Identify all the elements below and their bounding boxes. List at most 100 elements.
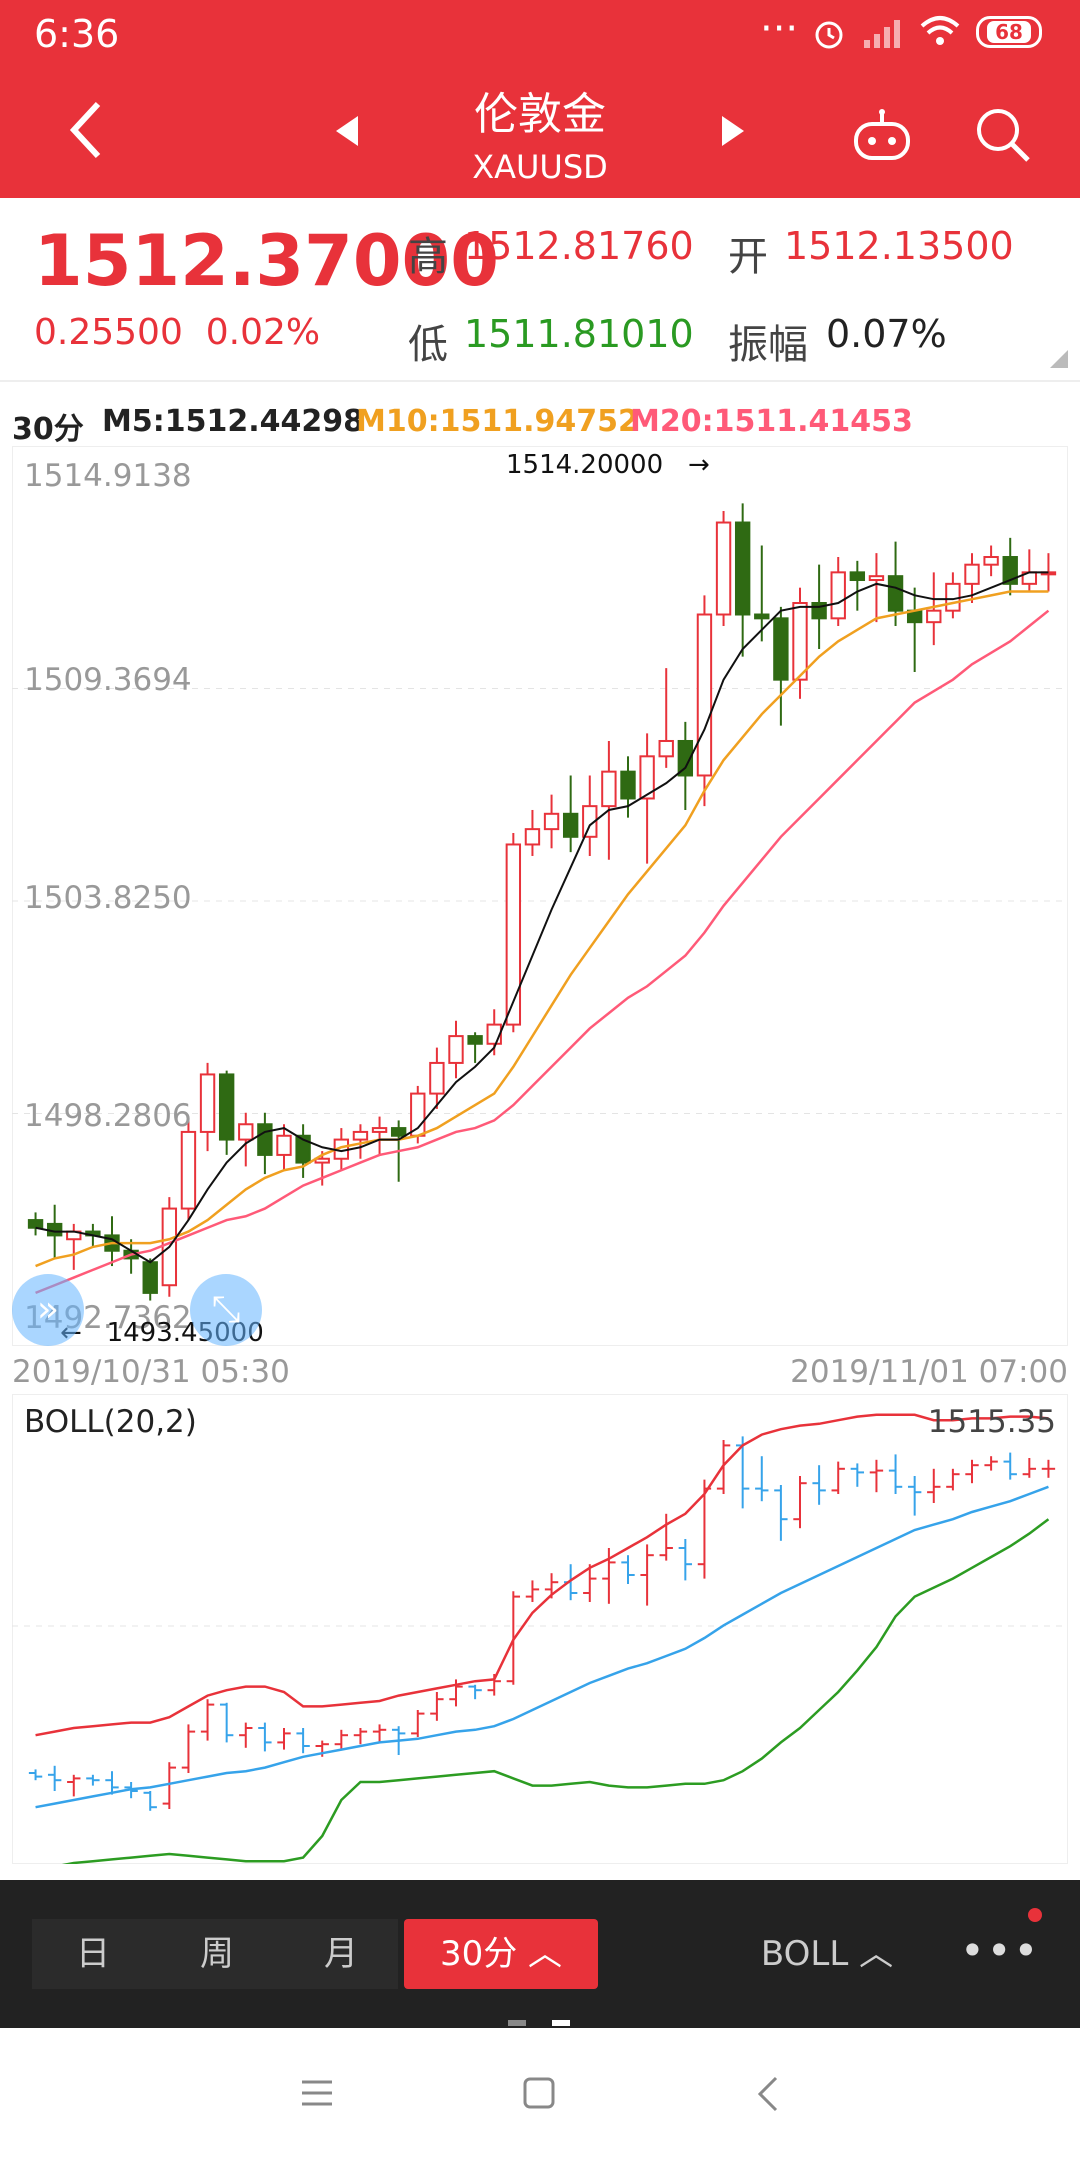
search-icon[interactable] (974, 106, 1032, 164)
change-percent: 0.02% (205, 312, 321, 353)
candle-body (524, 828, 541, 846)
m20-line (35, 609, 1050, 1295)
candle-body (180, 1130, 197, 1210)
candle-body (314, 1157, 330, 1164)
candle-body (582, 805, 598, 838)
y-tick-label: 1498.2806 (24, 1098, 192, 1134)
alarm-icon (815, 21, 843, 49)
boll-chart-area[interactable] (12, 1394, 1068, 1864)
page-indicator (508, 2020, 526, 2026)
m10-line (35, 590, 1049, 1268)
candle-body (410, 1092, 426, 1137)
tab-30min[interactable]: 30分 ︿ (404, 1919, 598, 1989)
fullscreen-button[interactable]: ⤡ (190, 1274, 262, 1346)
signal-icon (864, 20, 900, 48)
candle-body (792, 602, 808, 681)
menu-icon[interactable] (300, 2078, 334, 2108)
back-icon[interactable] (66, 100, 106, 160)
x-end-label: 2019/11/01 07:00 (790, 1354, 1068, 1390)
candle-body (371, 1127, 388, 1133)
high-label: 高 (408, 234, 448, 280)
home-icon[interactable] (522, 2076, 556, 2110)
page-subtitle: XAUUSD (472, 148, 608, 186)
nav-back-icon[interactable] (756, 2076, 780, 2112)
candle-body (238, 1123, 254, 1141)
candle-body (773, 617, 789, 681)
amplitude-value: 0.07% (826, 312, 947, 356)
tab-group-bg (32, 1919, 398, 1989)
next-symbol-icon[interactable] (720, 114, 746, 148)
candle-body (27, 1219, 44, 1229)
y-tick-label: 1514.9138 (24, 458, 192, 494)
high-annotation: 1514.20000 → (506, 450, 710, 480)
open-label: 开 (728, 234, 768, 280)
open-value: 1512.13500 (784, 224, 1014, 268)
kline-chart[interactable] (12, 446, 1068, 1346)
candle-body (218, 1073, 235, 1141)
m5-label: M5:1512.44298 (102, 404, 364, 439)
tab-week[interactable]: 周 (200, 1934, 234, 1974)
boll-chart[interactable] (12, 1394, 1068, 1864)
battery-level: 68 (987, 21, 1031, 43)
candle-body (830, 571, 846, 620)
last-price: 1512.37000 (34, 220, 499, 302)
candle-body (964, 563, 980, 585)
candle-body (849, 571, 866, 582)
status-bar: 6:36 ··· 68 (0, 0, 1080, 70)
m20-label: M20:1511.41453 (630, 404, 913, 439)
candle-body (448, 1035, 464, 1064)
y-tick-label: 1503.8250 (24, 880, 192, 916)
candle-body (926, 609, 942, 624)
boll-lower-band (61, 1518, 1050, 1864)
candle-body (601, 770, 617, 808)
prev-symbol-icon[interactable] (334, 114, 360, 148)
robot-icon[interactable] (852, 108, 912, 162)
page-indicator-active (552, 2020, 570, 2026)
candle-body (639, 755, 655, 800)
candle-body (734, 521, 751, 616)
period-label: 30分 (12, 412, 84, 447)
change-value: 0.25500 0.02% (34, 312, 320, 353)
app-header: 6:36 ··· 68 伦敦金 XAUUSD (0, 0, 1080, 198)
candle-body (620, 770, 636, 800)
candle-body (715, 521, 732, 616)
status-time: 6:36 (34, 12, 120, 56)
amplitude-label: 振幅 (728, 322, 808, 368)
high-value: 1512.81760 (464, 224, 694, 268)
change-amount: 0.25500 (34, 312, 183, 353)
candle-body (199, 1073, 216, 1133)
candle-body (142, 1261, 158, 1294)
candle-body (1002, 556, 1018, 585)
tab-day[interactable]: 日 (76, 1934, 110, 1974)
boll-middle-band (35, 1485, 1049, 1809)
candle-body (505, 843, 522, 1026)
candle-body (429, 1061, 445, 1095)
boll-title: BOLL(20,2) (24, 1404, 197, 1440)
m5-line (35, 571, 1049, 1264)
scroll-latest-button[interactable]: » (12, 1274, 84, 1346)
candle-body (696, 613, 713, 777)
candle-body (754, 613, 770, 620)
candle-body (887, 575, 904, 612)
high-annotation-value: 1514.20000 (506, 450, 664, 480)
wifi-icon (920, 16, 960, 45)
expand-corner-icon[interactable] (1050, 350, 1068, 368)
low-value: 1511.81010 (464, 312, 694, 356)
system-nav-bar (0, 2028, 1080, 2160)
quote-panel (0, 198, 1080, 382)
battery-icon: 68 (976, 16, 1042, 48)
tab-month[interactable]: 月 (324, 1934, 358, 1974)
page-title: 伦敦金 (474, 89, 606, 140)
kline-chart-area[interactable] (12, 446, 1068, 1346)
more-icon[interactable]: ••• (960, 1926, 1041, 1975)
boll-upper-band (35, 1413, 1049, 1737)
candle-body (257, 1123, 273, 1156)
more-dots-icon: ··· (760, 6, 799, 52)
low-label: 低 (408, 322, 448, 368)
notification-dot (1028, 1908, 1042, 1922)
candle-body (467, 1035, 483, 1045)
candle-body (658, 739, 674, 758)
candle-body (543, 812, 560, 831)
indicator-selector[interactable]: BOLL ︿ (760, 1934, 894, 1974)
m10-label: M10:1511.94752 (356, 404, 639, 439)
